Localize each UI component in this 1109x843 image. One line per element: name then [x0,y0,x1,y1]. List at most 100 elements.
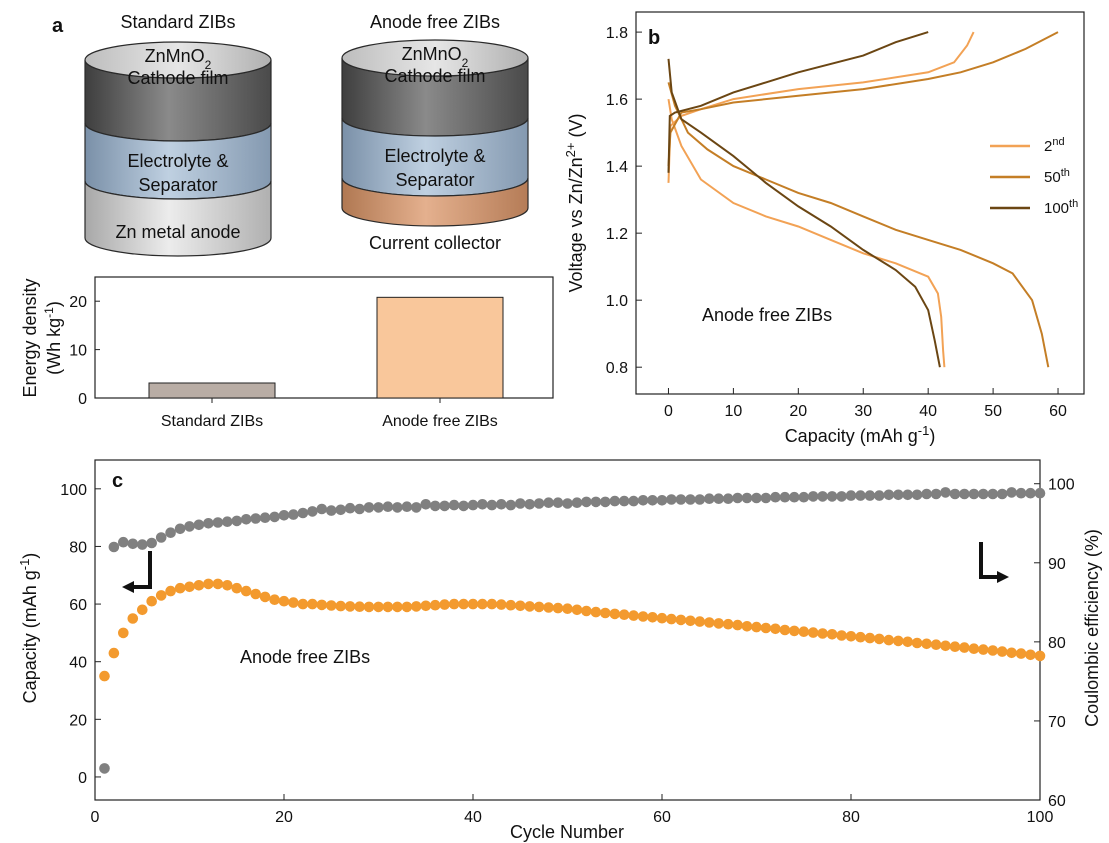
ce-point [751,492,762,504]
ce-point [259,512,271,523]
capacity-point [515,600,526,612]
capacity-point [666,613,677,625]
ce-point [231,515,243,527]
ce-point [354,503,365,515]
c-xtick-label: 100 [1027,809,1054,826]
ce-point [722,493,734,505]
ce-point [108,541,120,553]
capacity-point [618,609,630,620]
ce-point [817,491,828,502]
ce-point [127,538,139,550]
capacity-point [713,618,724,629]
capacity-point [685,615,696,627]
ce-point [600,496,611,508]
ce-point [789,491,800,503]
capacity-point [486,598,498,610]
capacity-point [609,608,621,620]
c-xtick-label: 0 [91,809,100,826]
capacity-point [760,622,772,634]
capacity-point [222,580,233,591]
capacity-point [496,599,507,610]
ce-point [363,502,375,513]
ce-point [628,495,639,507]
ce-point [647,495,658,506]
capacity-point [571,604,583,616]
ce-point [382,501,394,512]
capacity-point [448,598,460,610]
ce-point [429,500,441,512]
ce-point [893,489,904,501]
cylinder-top-face [341,39,529,77]
ce-point [203,518,214,529]
ce-point [826,491,838,502]
capacity-point [637,611,649,622]
bar-category-label: Anode free ZIBs [382,413,498,430]
ce-point [269,511,280,523]
ce-point [770,491,781,503]
ce-point [949,488,961,500]
ce-point [165,527,176,538]
capacity-point [826,629,838,640]
capacity-point [335,600,347,612]
capacity-point [647,612,658,623]
capacity-point [562,603,573,614]
capacity-point [467,598,479,610]
c-xtick-label: 60 [653,809,671,826]
ce-point [250,513,261,524]
b-ytick-label: 1.0 [606,293,628,310]
electrolyte-label-line2: Separator [395,170,474,190]
capacity-point [184,581,195,593]
ce-point [637,495,649,506]
capacity-point [250,588,261,600]
ce-point [118,536,129,548]
capacity-point [326,600,337,611]
base-layer-label: Zn metal anode [115,222,240,242]
ce-point [798,491,810,503]
voltage-profile-chart: 0 10 20 30 40 50 60 0.8 1.0 1.2 1.4 1.6 1.8 2nd 50th… [563,11,1085,447]
ce-point [240,514,252,525]
capacity-point [146,595,157,607]
capacity-point [732,619,743,631]
capacity-point [807,627,819,638]
c-left-ytick-label: 100 [60,482,87,499]
capacity-point [590,606,602,618]
ce-point [732,492,743,504]
capacity-point [108,647,120,659]
electrolyte-label-line1: Electrolyte & [384,146,485,166]
c-right-ytick-label: 70 [1048,714,1066,731]
capacity-point [968,643,980,654]
capacity-point [874,633,885,645]
c-left-ytick-label: 60 [69,597,87,614]
capacity-point [155,590,167,601]
capacity-point [978,644,989,655]
capacity-point [1025,649,1036,661]
ce-point [656,495,668,506]
ce-point [1034,487,1046,499]
capacity-point [722,618,734,630]
ce-point [467,499,479,511]
ce-point [174,523,186,535]
cathode-label-line1: ZnMnO2 [402,44,469,70]
base-layer-label: Current collector [369,233,501,253]
capacity-point [411,601,422,612]
voltage-chart-ylabel: Voltage vs Zn/Zn2+ (V) [563,114,587,293]
ce-point [883,489,895,501]
c-xtick-label: 40 [464,809,482,826]
capacity-point [959,642,970,653]
ce-point [713,493,724,505]
capacity-point [600,607,611,619]
ce-point [694,494,706,505]
bar-ytick-label: 10 [69,343,87,360]
ce-point [326,505,337,516]
bar-chart-frame [94,276,554,399]
voltage-chart-xlabel: Capacity (mAh g-1) [785,423,936,447]
ce-point [930,488,942,500]
ce-point [524,499,535,510]
b-xtick-label: 0 [664,403,673,420]
capacity-point [165,585,176,597]
ce-point [401,501,413,512]
capacity-point [137,604,148,616]
series-2nd-charge-line [667,31,975,183]
